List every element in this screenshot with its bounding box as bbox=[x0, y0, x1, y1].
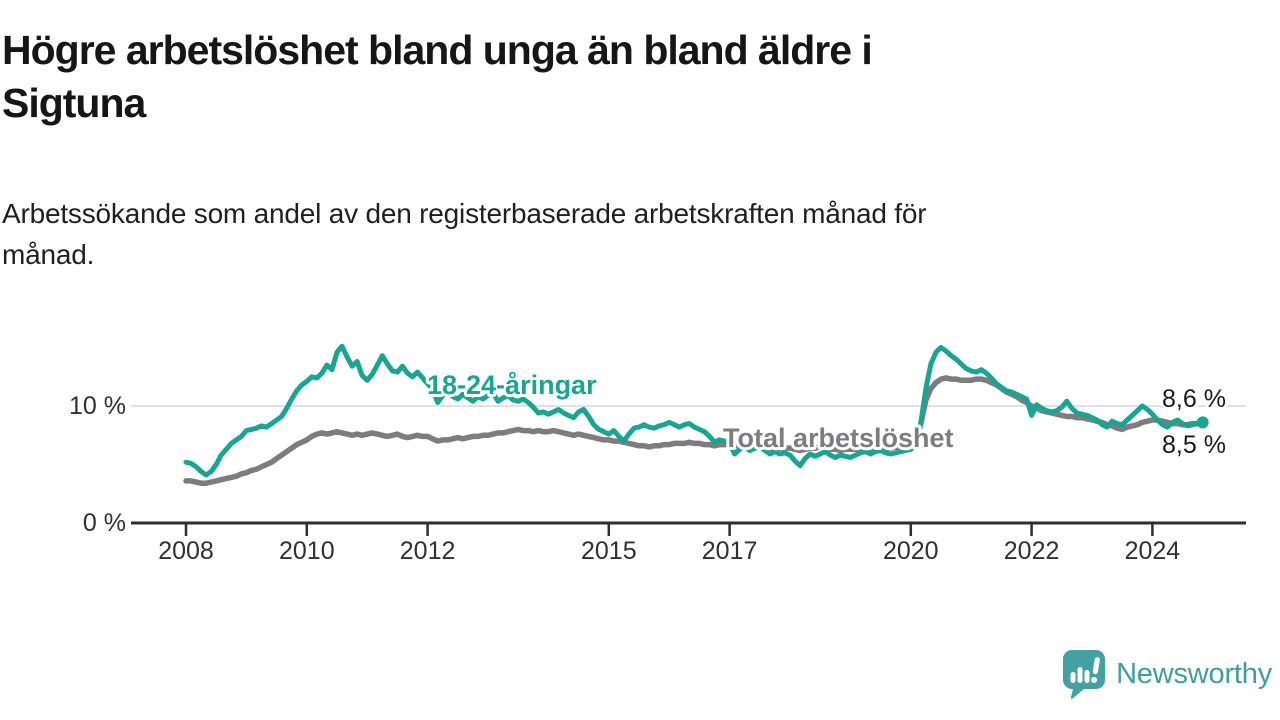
line-total bbox=[183, 375, 1206, 486]
x-tick-label-2017: 2017 bbox=[702, 537, 758, 565]
y-tick-label-0: 0 % bbox=[83, 509, 126, 537]
x-tick-label-2010: 2010 bbox=[279, 537, 335, 565]
newsworthy-speech-bubble-bar-chart-icon bbox=[1063, 649, 1106, 699]
end-label-youth: 8,6 % bbox=[1162, 385, 1226, 413]
y-axis-tick-labels: 10 % 0 % bbox=[69, 392, 126, 537]
x-tick-label-2020: 2020 bbox=[883, 537, 939, 565]
x-axis-ticks bbox=[184, 524, 1154, 536]
series-inline-labels: 18-24-åringar Total arbetslöshet bbox=[424, 367, 957, 456]
x-tick-label-2008: 2008 bbox=[158, 537, 214, 565]
line-label-total: Total arbetslöshet bbox=[723, 423, 954, 453]
page-subtitle: Arbetssökande som andel av den registerb… bbox=[2, 194, 927, 275]
page-title-line1: Högre arbetslöshet bland unga än bland ä… bbox=[2, 27, 873, 73]
y-tick-label-10: 10 % bbox=[69, 392, 126, 420]
end-dot-youth bbox=[1196, 416, 1209, 429]
newsworthy-logo-text: Newsworthy bbox=[1116, 657, 1272, 690]
x-tick-label-2022: 2022 bbox=[1004, 537, 1060, 565]
x-tick-label-2015: 2015 bbox=[581, 537, 637, 565]
newsworthy-logo[interactable]: Newsworthy bbox=[1062, 648, 1272, 700]
series-lines bbox=[183, 343, 1209, 486]
x-tick-label-2024: 2024 bbox=[1125, 537, 1181, 565]
page-title-line2: Sigtuna bbox=[2, 80, 146, 127]
page-title: Högre arbetslöshet bland unga än bland ä… bbox=[2, 24, 873, 131]
series-end-value-labels: 8,5 % 8,6 % bbox=[1159, 382, 1229, 462]
x-tick-label-2012: 2012 bbox=[400, 537, 456, 565]
page-subtitle-line2: månad. bbox=[2, 238, 95, 270]
end-label-total: 8,5 % bbox=[1162, 431, 1226, 459]
x-axis-tick-labels: 2008 2010 2012 2015 2017 2020 2022 2024 bbox=[158, 537, 1180, 565]
line-youth bbox=[183, 343, 1206, 478]
line-label-youth: 18-24-åringar bbox=[427, 370, 597, 400]
page-subtitle-line1: Arbetssökande som andel av den registerb… bbox=[2, 198, 927, 229]
